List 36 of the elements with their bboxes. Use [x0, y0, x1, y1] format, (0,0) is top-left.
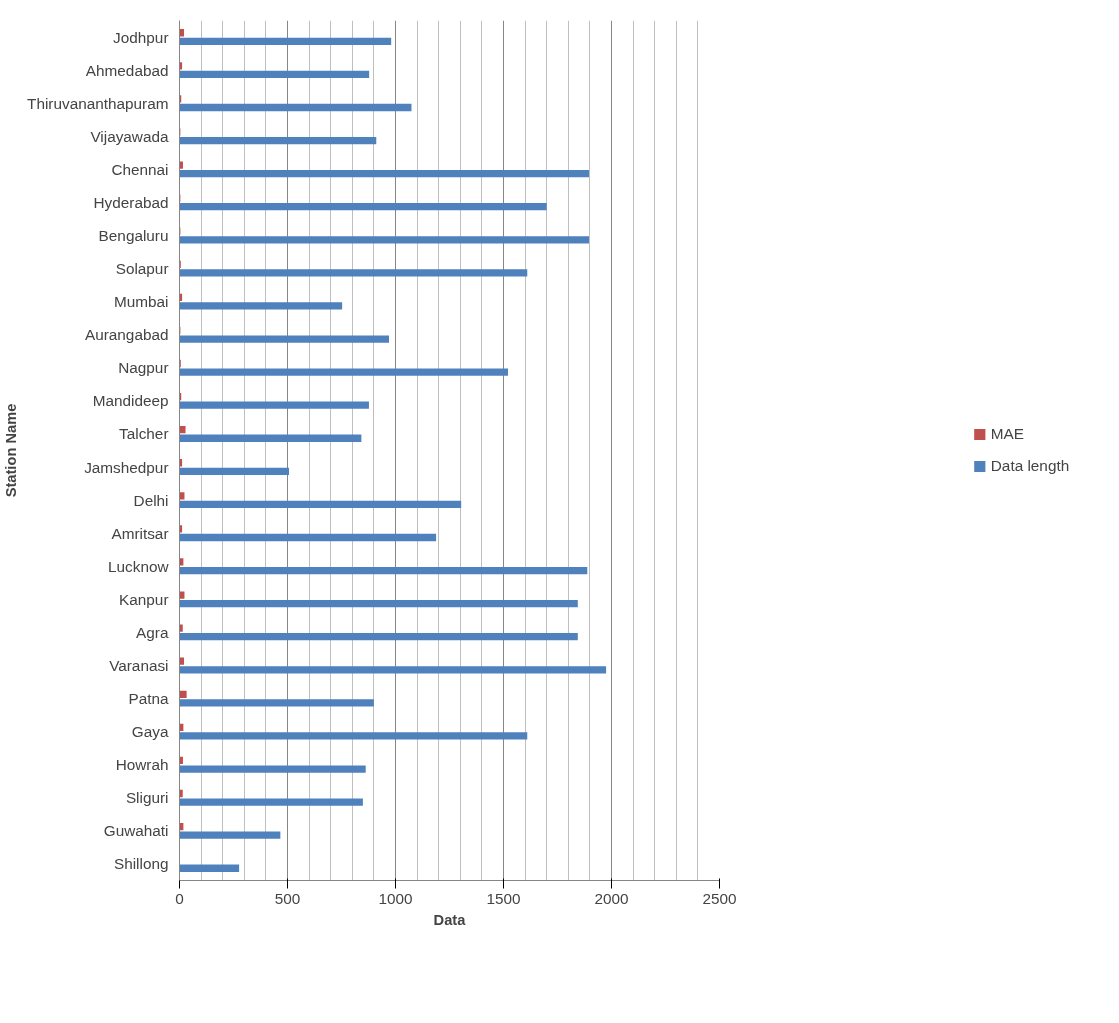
x-tick-label: 500	[274, 889, 301, 907]
y-tick-label: Agra	[136, 623, 169, 641]
y-tick-label: Ahmedabad	[85, 61, 169, 79]
y-tick-label: Kanpur	[119, 590, 169, 608]
x-axis-title: Data	[433, 911, 467, 928]
y-tick-label: Gaya	[131, 723, 169, 741]
y-tick-label: Vijayawada	[90, 127, 169, 145]
y-tick-label: Talcher	[119, 425, 169, 443]
y-tick-label: Patna	[128, 690, 169, 708]
y-tick-label: Bengaluru	[98, 227, 169, 244]
x-tick-label: 2500	[702, 889, 737, 907]
y-tick-label: Solapur	[115, 260, 169, 278]
x-tick-label: 0	[175, 889, 184, 907]
y-tick-label: Mumbai	[113, 293, 169, 311]
y-tick-label: Jamshedpur	[84, 458, 169, 476]
y-tick-label: Aurangabad	[84, 326, 169, 344]
x-tick-label: 1500	[486, 889, 521, 907]
x-tick-label: 2000	[594, 889, 629, 907]
y-tick-label: Lucknow	[108, 557, 170, 575]
legend-label: MAE	[990, 425, 1025, 443]
y-tick-label: Shillong	[113, 855, 169, 873]
y-tick-label: Howrah	[115, 756, 169, 774]
x-tick-label: 1000	[378, 889, 413, 907]
y-tick-label: Amritsar	[111, 524, 169, 542]
legend-label: Data length	[990, 457, 1070, 475]
y-tick-label: Hyderabad	[93, 193, 169, 211]
y-tick-label: Guwahati	[103, 822, 169, 840]
y-tick-label: Thiruvananthapuram	[27, 94, 169, 112]
y-tick-label: Nagpur	[118, 359, 169, 377]
y-axis-title: Station Name	[3, 403, 20, 498]
y-tick-label: Sliguri	[125, 789, 169, 807]
y-tick-label: Chennai	[111, 160, 169, 178]
y-tick-label: Delhi	[133, 491, 169, 509]
y-tick-label: Varanasi	[109, 657, 169, 674]
y-tick-label: Jodhpur	[113, 28, 169, 46]
y-tick-label: Mandideep	[92, 392, 169, 410]
